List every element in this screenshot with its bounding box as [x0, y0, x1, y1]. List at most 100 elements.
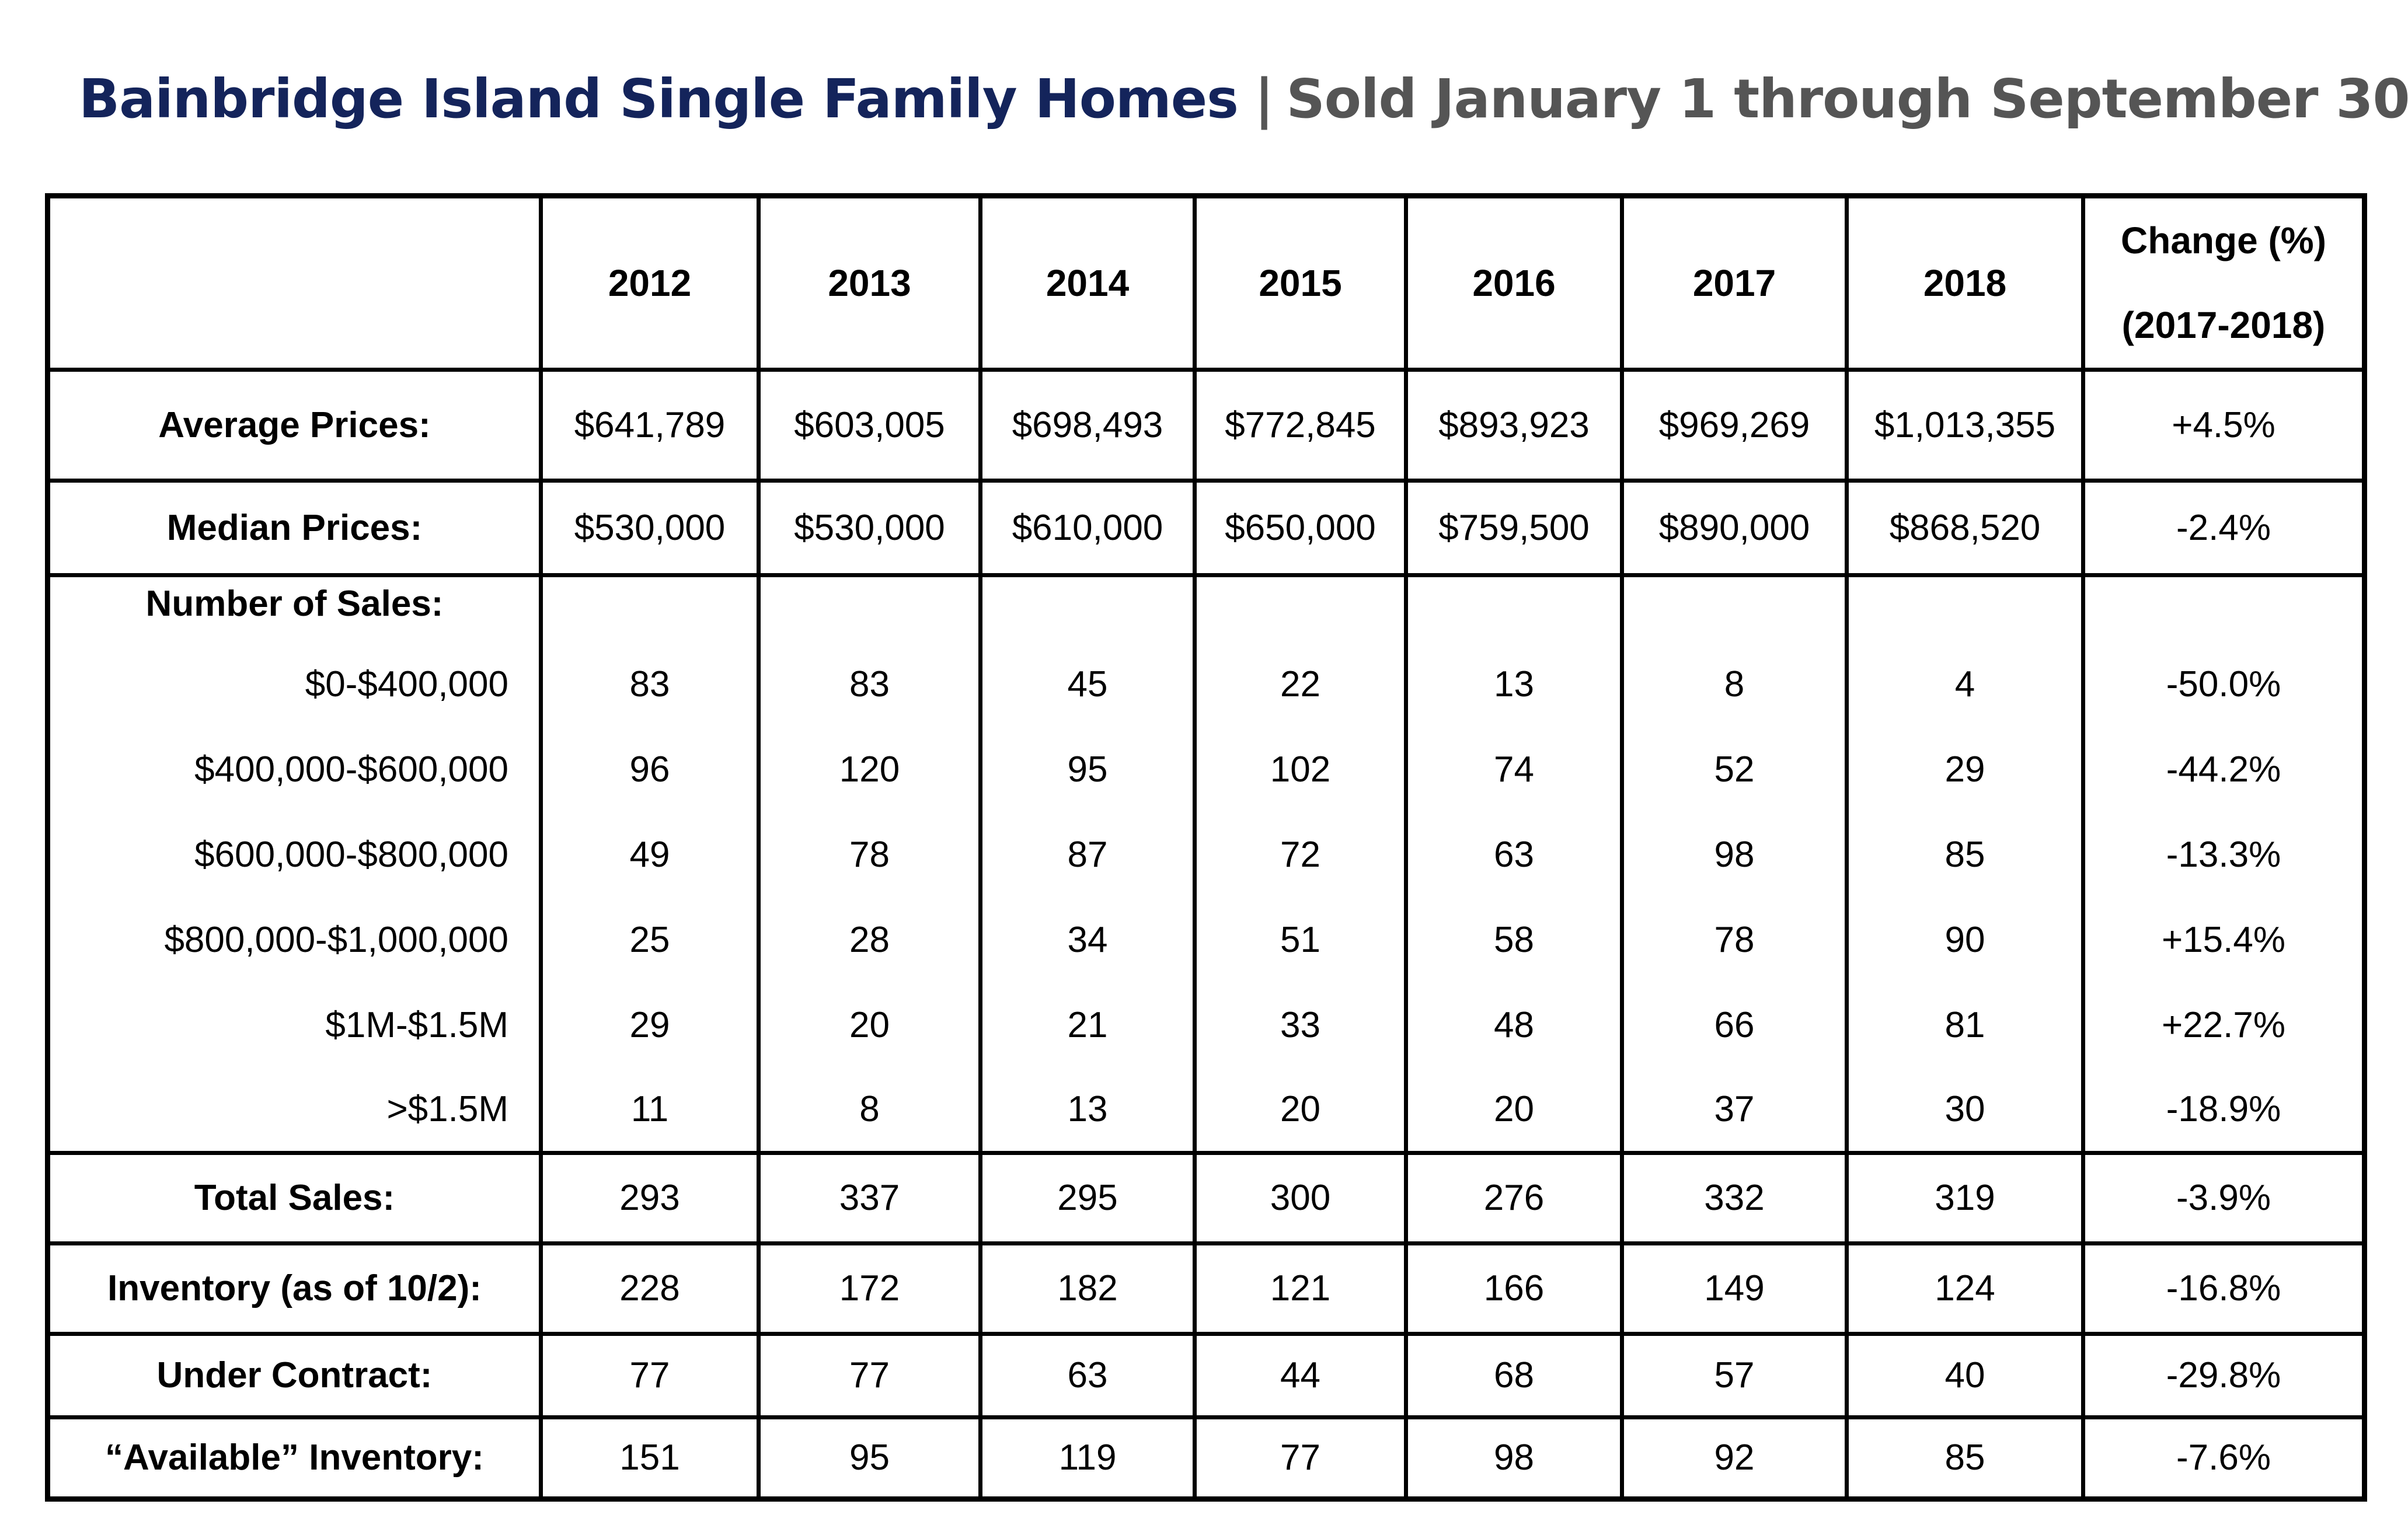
- table-cell: 33: [1193, 982, 1408, 1067]
- empty-cell: [2081, 575, 2367, 641]
- table-row-sales-range: $0-$400,000 83 83 45 22 13 8 4 -50.0%: [46, 641, 2367, 727]
- table-cell: 66: [1620, 982, 1849, 1067]
- change-cell: -50.0%: [2081, 641, 2367, 727]
- table-row-total-sales: Total Sales: 293 337 295 300 276 332 319…: [46, 1150, 2367, 1245]
- table-cell: 295: [978, 1150, 1197, 1245]
- table-row-sales-range: $800,000-$1,000,000 25 28 34 51 58 78 90…: [46, 897, 2367, 982]
- title-main: Bainbridge Island Single Family Homes: [79, 68, 1239, 130]
- table-row-sales-range: $400,000-$600,000 96 120 95 102 74 52 29…: [46, 727, 2367, 812]
- table-cell: 20: [757, 982, 982, 1067]
- table-cell: 81: [1845, 982, 2085, 1067]
- table-cell: 30: [1845, 1067, 2085, 1155]
- table-cell: 96: [539, 727, 761, 812]
- table-cell: 83: [757, 641, 982, 727]
- row-label: Inventory (as of 10/2):: [46, 1241, 543, 1336]
- table-cell: 293: [539, 1150, 761, 1245]
- change-header: Change (%) (2017-2018): [2081, 194, 2367, 372]
- change-cell: -7.6%: [2081, 1415, 2367, 1501]
- empty-cell: [757, 575, 982, 641]
- table-cell: 44: [1193, 1331, 1408, 1419]
- change-cell: -13.3%: [2081, 812, 2367, 897]
- table-cell: 102: [1193, 727, 1408, 812]
- table-cell: $772,845: [1193, 368, 1408, 483]
- year-header: 2015: [1193, 194, 1408, 372]
- table-cell: 337: [757, 1150, 982, 1245]
- change-cell: -29.8%: [2081, 1331, 2367, 1419]
- change-cell: +15.4%: [2081, 897, 2367, 982]
- table-cell: 37: [1620, 1067, 1849, 1155]
- table-row-under-contract: Under Contract: 77 77 63 44 68 57 40 -29…: [46, 1331, 2367, 1419]
- table-cell: 21: [978, 982, 1197, 1067]
- year-header: 2014: [978, 194, 1197, 372]
- table-cell: 49: [539, 812, 761, 897]
- table-cell: 85: [1845, 812, 2085, 897]
- table-cell: 68: [1404, 1331, 1624, 1419]
- table-cell: 87: [978, 812, 1197, 897]
- table-cell: 63: [1404, 812, 1624, 897]
- table-cell: 57: [1620, 1331, 1849, 1419]
- table-cell: 90: [1845, 897, 2085, 982]
- empty-cell: [1193, 575, 1408, 641]
- change-cell: -44.2%: [2081, 727, 2367, 812]
- table-cell: 29: [1845, 727, 2085, 812]
- table-cell: 172: [757, 1241, 982, 1336]
- table-cell: 8: [757, 1067, 982, 1155]
- table-cell: $650,000: [1193, 479, 1408, 577]
- page-title: Bainbridge Island Single Family Homes | So…: [79, 55, 2408, 143]
- year-header: 2012: [539, 194, 761, 372]
- table-cell: $1,013,355: [1845, 368, 2085, 483]
- empty-cell: [1404, 575, 1624, 641]
- range-label: $600,000-$800,000: [46, 812, 543, 897]
- change-cell: +4.5%: [2081, 368, 2367, 483]
- table-row-number-of-sales-heading: Number of Sales:: [46, 575, 2367, 641]
- table-cell: 13: [978, 1067, 1197, 1155]
- table-cell: $530,000: [539, 479, 761, 577]
- table-cell: 72: [1193, 812, 1408, 897]
- table-cell: 182: [978, 1241, 1197, 1336]
- row-label: “Available” Inventory:: [46, 1415, 543, 1501]
- table-cell: 78: [757, 812, 982, 897]
- row-label: Average Prices:: [46, 368, 543, 483]
- table-cell: 121: [1193, 1241, 1408, 1336]
- table-cell: $641,789: [539, 368, 761, 483]
- sales-statistics-table: 2012 2013 2014 2015 2016 2017 2018 Chang…: [45, 193, 2367, 1502]
- table-cell: 95: [757, 1415, 982, 1501]
- table-cell: 20: [1193, 1067, 1408, 1155]
- table-cell: 34: [978, 897, 1197, 982]
- table-cell: 276: [1404, 1150, 1624, 1245]
- year-header: 2016: [1404, 194, 1624, 372]
- table-cell: 11: [539, 1067, 761, 1155]
- row-label: Under Contract:: [46, 1331, 543, 1419]
- table-cell: 300: [1193, 1150, 1408, 1245]
- empty-cell: [978, 575, 1197, 641]
- table-row-sales-range: >$1.5M 11 8 13 20 20 37 30 -18.9%: [46, 1067, 2367, 1155]
- table-row-median-prices: Median Prices: $530,000 $530,000 $610,00…: [46, 479, 2367, 577]
- row-label: Median Prices:: [46, 479, 543, 577]
- table-row-inventory: Inventory (as of 10/2): 228 172 182 121 …: [46, 1241, 2367, 1336]
- table-cell: 78: [1620, 897, 1849, 982]
- table-cell: 119: [978, 1415, 1197, 1501]
- table-cell: 124: [1845, 1241, 2085, 1336]
- table-cell: 149: [1620, 1241, 1849, 1336]
- table-cell: 20: [1404, 1067, 1624, 1155]
- range-label: >$1.5M: [46, 1067, 543, 1155]
- row-label: Number of Sales:: [46, 575, 543, 641]
- table-cell: 77: [539, 1331, 761, 1419]
- year-header: 2013: [757, 194, 982, 372]
- table-cell: 98: [1404, 1415, 1624, 1501]
- table-cell: 4: [1845, 641, 2085, 727]
- table-cell: 120: [757, 727, 982, 812]
- table-cell: 166: [1404, 1241, 1624, 1336]
- change-cell: -2.4%: [2081, 479, 2367, 577]
- table-cell: 8: [1620, 641, 1849, 727]
- table-cell: $530,000: [757, 479, 982, 577]
- table-cell: 13: [1404, 641, 1624, 727]
- range-label: $0-$400,000: [46, 641, 543, 727]
- table-cell: 77: [757, 1331, 982, 1419]
- change-cell: -16.8%: [2081, 1241, 2367, 1336]
- table-cell: 85: [1845, 1415, 2085, 1501]
- year-header: 2018: [1845, 194, 2085, 372]
- table-cell: $698,493: [978, 368, 1197, 483]
- table-cell: 28: [757, 897, 982, 982]
- table-cell: 151: [539, 1415, 761, 1501]
